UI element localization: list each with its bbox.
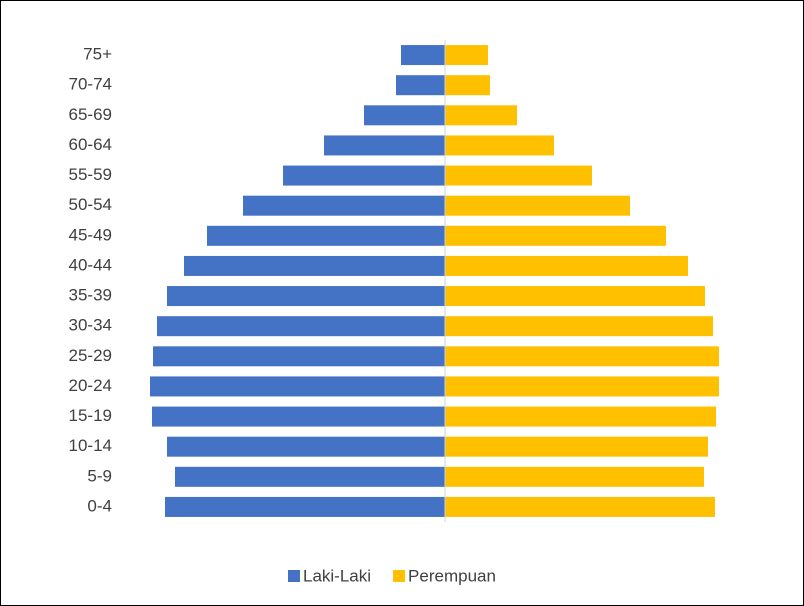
bar bbox=[445, 436, 708, 457]
bar bbox=[150, 376, 445, 397]
bar bbox=[243, 195, 445, 216]
legend-label: Perempuan bbox=[408, 566, 496, 585]
y-tick-label: 70-74 bbox=[69, 75, 112, 94]
y-tick-label: 25-29 bbox=[69, 346, 112, 365]
y-tick-label: 40-44 bbox=[69, 255, 112, 274]
bar bbox=[445, 75, 490, 96]
bar bbox=[153, 346, 445, 367]
bar bbox=[445, 406, 716, 427]
bar bbox=[445, 346, 719, 367]
y-tick-label: 30-34 bbox=[69, 316, 112, 335]
y-tick-label: 60-64 bbox=[69, 135, 112, 154]
bar bbox=[207, 225, 445, 246]
legend-swatch bbox=[288, 570, 300, 582]
bar bbox=[445, 165, 592, 186]
legend-swatch bbox=[393, 570, 406, 582]
y-tick-label: 75+ bbox=[83, 45, 112, 64]
bar bbox=[401, 45, 445, 66]
y-tick-label: 55-59 bbox=[69, 165, 112, 184]
y-tick-label: 10-14 bbox=[69, 436, 112, 455]
y-tick-label: 20-24 bbox=[69, 376, 112, 395]
bar bbox=[445, 195, 630, 216]
bar bbox=[445, 225, 666, 246]
bar bbox=[396, 75, 445, 96]
bar bbox=[445, 376, 719, 397]
legend-label: Laki-Laki bbox=[303, 566, 371, 585]
bar bbox=[445, 105, 517, 126]
bar bbox=[167, 286, 445, 307]
y-tick-label: 0-4 bbox=[87, 496, 112, 515]
bar bbox=[445, 45, 488, 66]
bar bbox=[184, 255, 445, 276]
bar bbox=[157, 316, 445, 337]
y-tick-label: 45-49 bbox=[69, 225, 112, 244]
bar bbox=[445, 496, 715, 517]
y-tick-label: 15-19 bbox=[69, 406, 112, 425]
bar bbox=[283, 165, 445, 186]
y-tick-label: 65-69 bbox=[69, 105, 112, 124]
bar bbox=[445, 466, 704, 487]
bar bbox=[324, 135, 445, 156]
bar bbox=[445, 316, 713, 337]
bar bbox=[165, 496, 445, 517]
y-tick-label: 35-39 bbox=[69, 286, 112, 305]
y-tick-label: 50-54 bbox=[69, 195, 112, 214]
bar bbox=[175, 466, 445, 487]
bar bbox=[445, 255, 688, 276]
bar bbox=[167, 436, 445, 457]
y-tick-label: 5-9 bbox=[87, 466, 112, 485]
bar bbox=[152, 406, 445, 427]
bar bbox=[445, 135, 554, 156]
bar bbox=[445, 286, 705, 307]
bar bbox=[364, 105, 445, 126]
